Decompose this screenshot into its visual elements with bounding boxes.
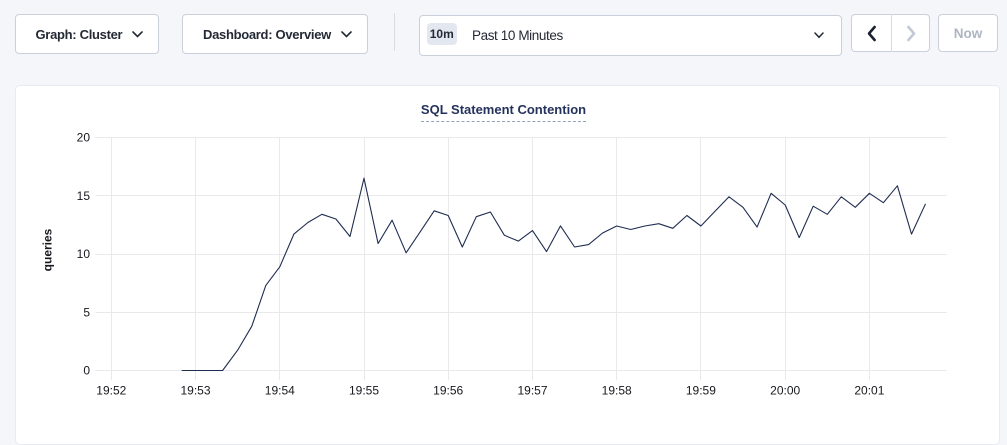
svg-text:20:00: 20:00 (770, 384, 800, 398)
svg-text:19:52: 19:52 (96, 384, 126, 398)
svg-text:19:58: 19:58 (602, 384, 632, 398)
svg-text:10: 10 (77, 247, 91, 261)
svg-text:19:53: 19:53 (180, 384, 210, 398)
svg-text:5: 5 (83, 305, 90, 319)
svg-text:0: 0 (83, 364, 90, 378)
svg-text:19:55: 19:55 (349, 384, 379, 398)
svg-text:20: 20 (77, 131, 91, 145)
svg-text:19:57: 19:57 (517, 384, 547, 398)
svg-text:queries: queries (41, 228, 55, 271)
svg-text:15: 15 (77, 189, 91, 203)
svg-text:20:01: 20:01 (854, 384, 884, 398)
svg-text:19:54: 19:54 (265, 384, 295, 398)
svg-text:19:59: 19:59 (686, 384, 716, 398)
svg-text:19:56: 19:56 (433, 384, 463, 398)
